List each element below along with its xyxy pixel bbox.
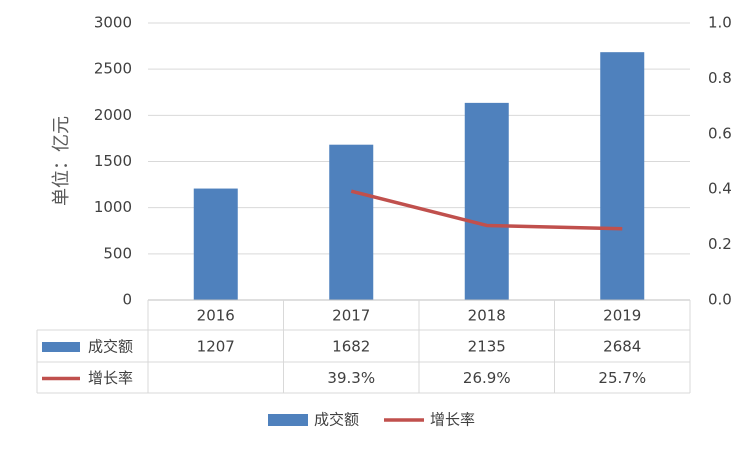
x-tick-label: 2019: [603, 307, 641, 325]
table-cell: 39.3%: [327, 369, 375, 387]
y2-tick-label: 0.0: [708, 291, 732, 309]
y2-tick-label: 0.6: [708, 124, 732, 142]
bar: [464, 102, 509, 300]
table-cell: 2684: [603, 338, 641, 356]
y2-tick-label: 0.2: [708, 235, 732, 253]
legend-key: [268, 414, 308, 426]
legend-label: 增长率: [430, 411, 475, 429]
table-row-label: 成交额: [88, 338, 133, 356]
y-tick-label: 3000: [94, 14, 132, 32]
bar: [600, 52, 645, 300]
table-cell: 1207: [197, 338, 235, 356]
table-cell: 1682: [332, 338, 370, 356]
y-axis-label: 单位：亿元: [51, 116, 72, 206]
y2-tick-label: 1.0: [708, 14, 732, 32]
x-tick-label: 2018: [468, 307, 506, 325]
table-row-label: 增长率: [88, 369, 133, 387]
table-cell: 2135: [468, 338, 506, 356]
x-tick-label: 2017: [332, 307, 370, 325]
y2-tick-label: 0.4: [708, 180, 732, 198]
x-tick-label: 2016: [197, 307, 235, 325]
y-tick-label: 500: [103, 244, 132, 262]
table-cell: 25.7%: [598, 369, 646, 387]
table-cell: 26.9%: [463, 369, 511, 387]
y2-tick-label: 0.8: [708, 69, 732, 87]
y-tick-label: 2500: [94, 60, 132, 78]
y-tick-label: 2000: [94, 106, 132, 124]
y-tick-label: 1500: [94, 152, 132, 170]
line: [350, 189, 623, 231]
y-tick-label: 1000: [94, 198, 132, 216]
y-tick-label: 0: [122, 291, 132, 309]
bar: [193, 188, 238, 300]
bar: [329, 144, 374, 300]
table-legend-key: [42, 342, 80, 352]
legend-label: 成交额: [314, 411, 359, 429]
